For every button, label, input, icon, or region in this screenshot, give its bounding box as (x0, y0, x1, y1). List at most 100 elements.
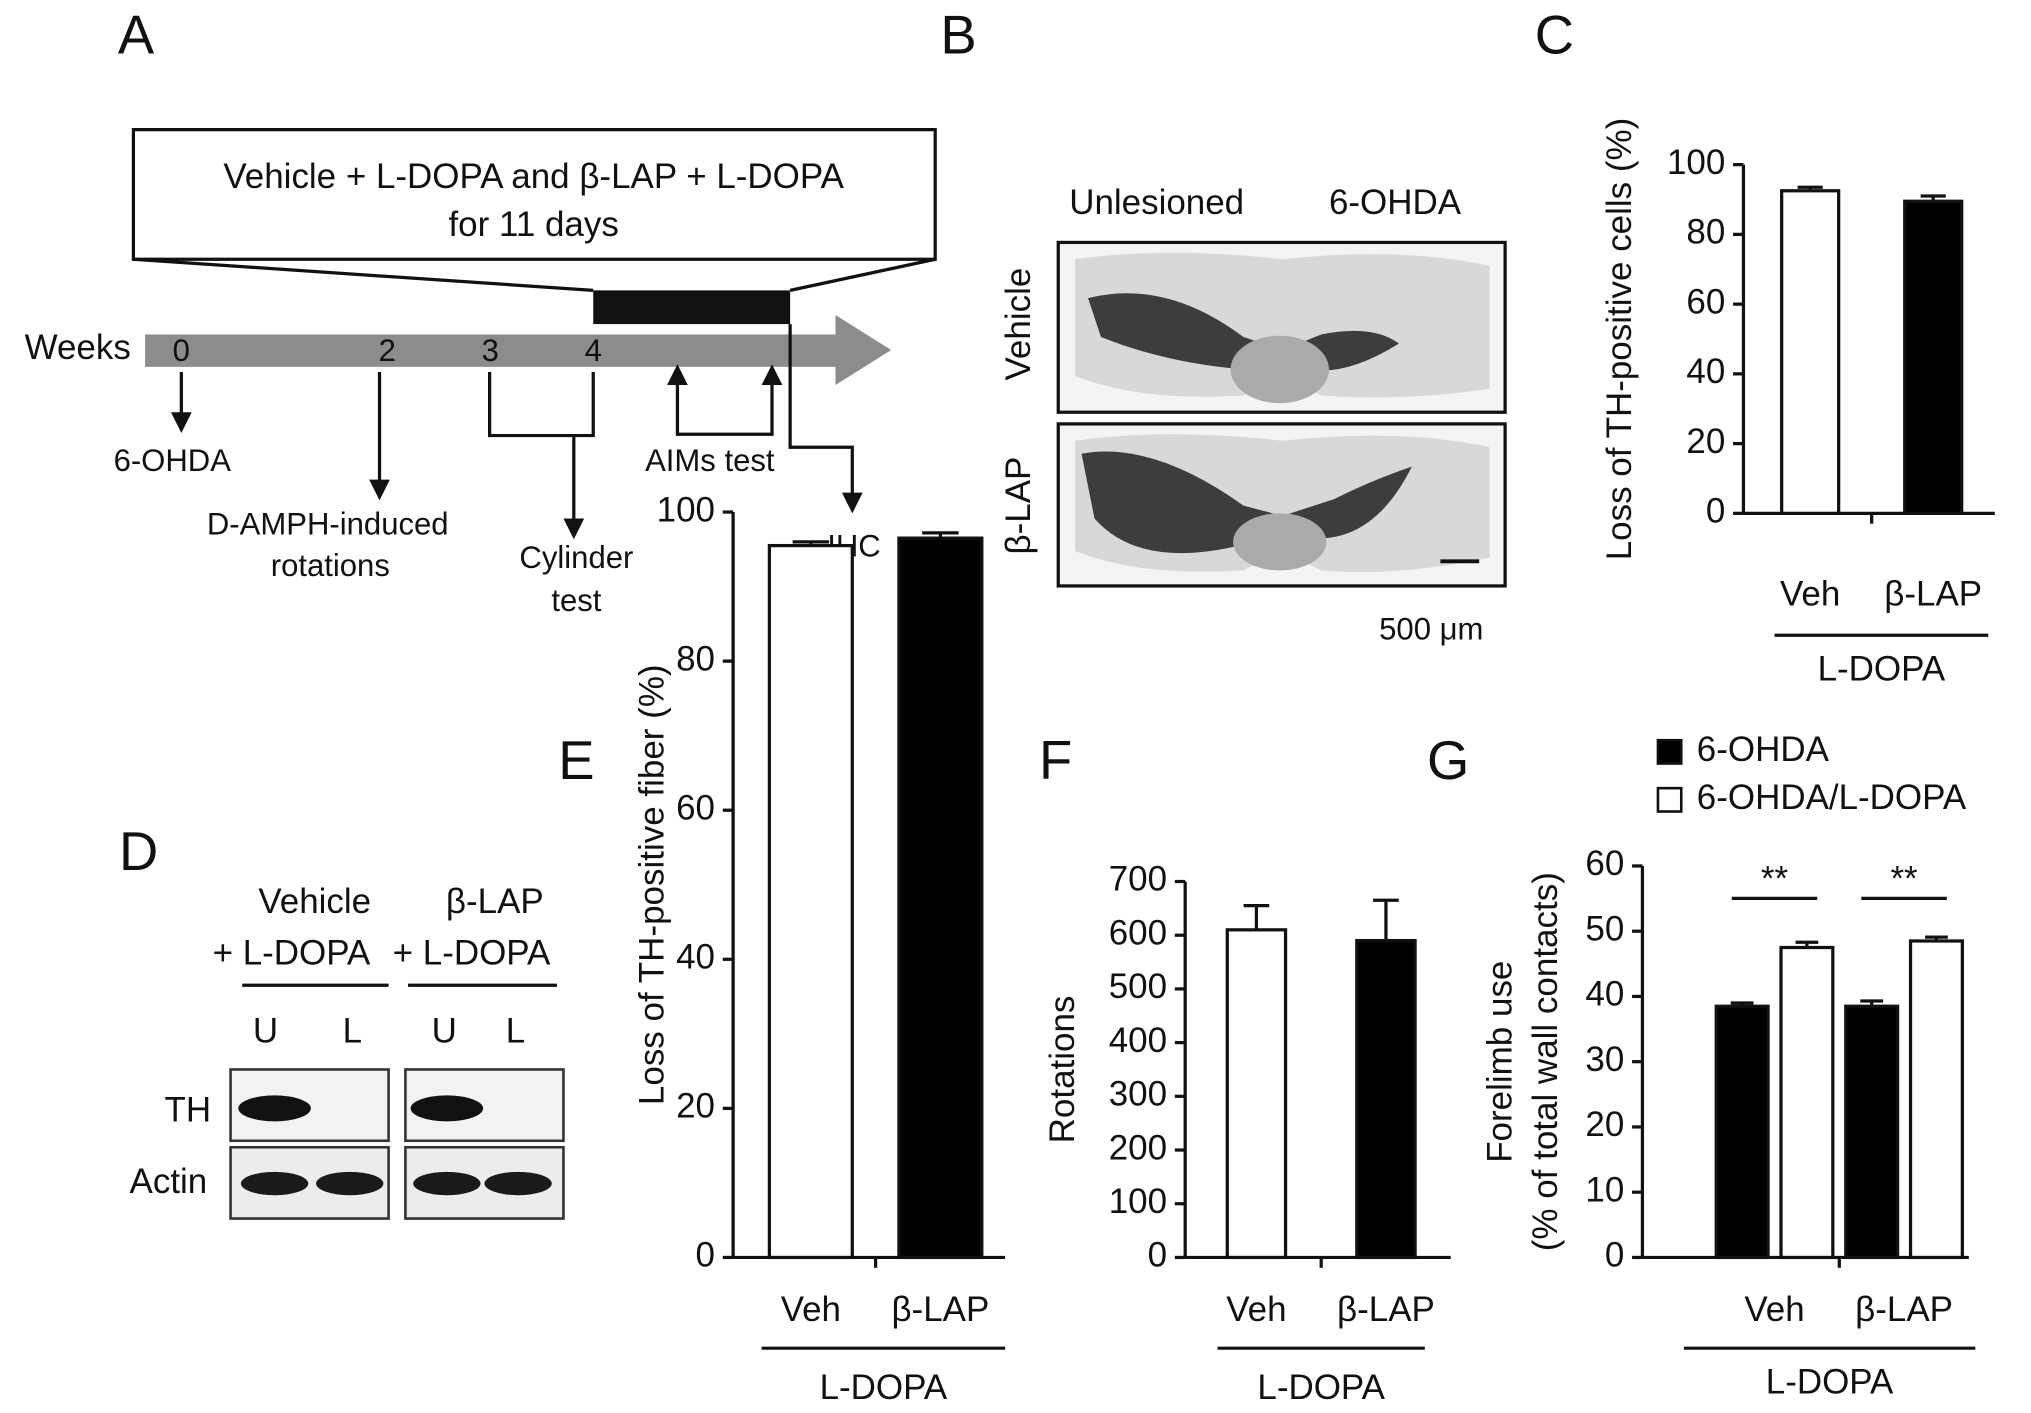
y-tick-label: 20 (1686, 422, 1725, 461)
y-tick-label: 40 (1686, 352, 1725, 391)
row-label: TH (165, 1090, 212, 1129)
event-label: test (551, 583, 601, 618)
y-tick-label: 0 (1706, 492, 1725, 531)
slice-stain (1081, 451, 1412, 554)
panel-label: D (119, 821, 158, 882)
timeline-diagram (131, 128, 937, 540)
y-axis-label: Loss of TH-positive cells (%) (1600, 118, 1639, 561)
x-tick-label: Veh (1226, 1290, 1286, 1329)
panel-label: G (1427, 730, 1469, 791)
treatment-text: for 11 days (448, 205, 618, 244)
week-label: 2 (379, 333, 396, 368)
group-label: L-DOPA (1818, 650, 1946, 689)
y-tick-label: 100 (657, 490, 715, 529)
row-label: Actin (130, 1162, 208, 1201)
scale-label: 500 μm (1379, 612, 1483, 647)
y-axis-label: (% of total wall contacts) (1526, 872, 1565, 1251)
x-tick-label: β-LAP (1337, 1290, 1435, 1329)
group-label: L-DOPA (820, 1368, 948, 1407)
bar (1903, 199, 1964, 515)
slice-tissue (1075, 252, 1490, 398)
panel-label: A (118, 4, 155, 65)
y-tick-label: 0 (1148, 1236, 1167, 1275)
y-tick-label: 60 (1686, 282, 1725, 321)
event-lines (179, 324, 854, 532)
x-tick-label: β-LAP (891, 1290, 989, 1329)
x-tick-label: Veh (1744, 1290, 1804, 1329)
y-tick-label: 20 (676, 1087, 715, 1126)
lane-label: L (506, 1011, 525, 1050)
significance-label: ** (1890, 860, 1918, 899)
event-label: D-AMPH-induced (207, 507, 449, 542)
lane-label: L (343, 1011, 362, 1050)
group-label: L-DOPA (1257, 1368, 1385, 1407)
y-tick-label: 100 (1109, 1182, 1167, 1221)
timeline-arrow (145, 334, 839, 367)
y-tick-label: 50 (1585, 909, 1624, 948)
y-tick-label: 80 (1686, 213, 1725, 252)
band (238, 1095, 311, 1122)
y-tick-label: 30 (1585, 1040, 1624, 1079)
bar (1779, 945, 1835, 1260)
significance-label: ** (1761, 860, 1789, 899)
x-tick-label: Veh (1780, 575, 1840, 614)
y-axis-label: Rotations (1043, 996, 1082, 1144)
treatment-bar (593, 290, 791, 325)
group-label: Vehicle (258, 882, 371, 921)
lane-label: U (253, 1011, 278, 1050)
callout-lines (133, 257, 936, 292)
week-label: 3 (482, 333, 499, 368)
y-tick-label: 400 (1109, 1021, 1167, 1060)
histology-images (1056, 240, 1507, 588)
legend-label: 6-OHDA (1697, 730, 1830, 769)
bar (767, 543, 854, 1260)
band (240, 1171, 309, 1196)
x-tick-label: Veh (781, 1290, 841, 1329)
row-label: β-LAP (999, 457, 1038, 555)
bar (1225, 928, 1288, 1260)
y-tick-label: 700 (1109, 860, 1167, 899)
y-tick-label: 20 (1585, 1105, 1624, 1144)
y-tick-label: 80 (676, 639, 715, 678)
y-tick-label: 10 (1585, 1170, 1624, 1209)
group-label: L-DOPA (1766, 1363, 1894, 1402)
event-label: AIMs test (645, 443, 775, 478)
y-tick-label: 300 (1109, 1075, 1167, 1114)
group-label: + L-DOPA (393, 934, 551, 973)
y-tick-label: 0 (696, 1236, 715, 1275)
bar (897, 536, 984, 1260)
lane-label: U (432, 1011, 457, 1050)
event-label: Cylinder (519, 540, 633, 575)
axis-label: Weeks (25, 328, 131, 367)
legend-swatch (1656, 786, 1683, 813)
week-label: 0 (173, 333, 190, 368)
x-tick-label: β-LAP (1855, 1290, 1953, 1329)
western-blot (229, 983, 565, 1220)
callout-box (131, 128, 937, 261)
y-tick-label: 200 (1109, 1128, 1167, 1167)
timeline-arrowhead (835, 315, 892, 386)
bar (1355, 938, 1417, 1260)
panel-label: F (1039, 730, 1072, 791)
column-label: Unlesioned (1069, 183, 1244, 222)
y-tick-label: 100 (1667, 143, 1725, 182)
panel-label: B (940, 4, 976, 65)
group-label: + L-DOPA (213, 934, 371, 973)
arrowheads (170, 364, 863, 540)
slice-core (1233, 513, 1327, 571)
event-label: 6-OHDA (114, 443, 232, 478)
band (316, 1171, 384, 1196)
bar (1714, 1004, 1770, 1260)
y-tick-label: 600 (1109, 913, 1167, 952)
bar (1908, 939, 1964, 1260)
y-tick-label: 40 (1585, 975, 1624, 1014)
y-axis-label: Loss of TH-positive fiber (%) (632, 664, 671, 1105)
bar (1780, 189, 1841, 515)
week-label: 4 (585, 333, 602, 368)
row-label: Vehicle (999, 268, 1038, 381)
band (410, 1095, 484, 1122)
y-tick-label: 0 (1605, 1236, 1624, 1275)
y-tick-label: 60 (1585, 844, 1624, 883)
slice-core (1230, 335, 1329, 404)
